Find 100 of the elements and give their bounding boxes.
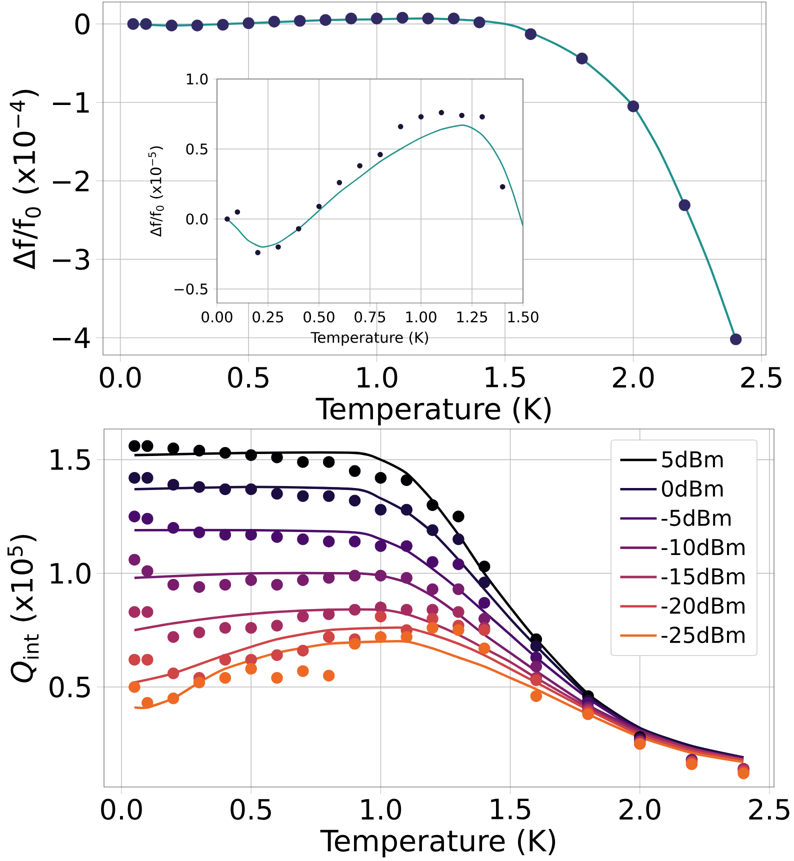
legend-label: -5dBm <box>662 509 731 526</box>
point <box>128 440 140 452</box>
point <box>294 14 306 27</box>
point <box>128 554 140 566</box>
point <box>452 510 464 522</box>
point <box>219 483 232 496</box>
point <box>374 540 387 552</box>
point <box>348 638 361 650</box>
x-tick-label: 0.50 <box>304 311 334 322</box>
point <box>245 449 257 462</box>
point <box>478 576 490 588</box>
point <box>348 465 361 477</box>
point <box>452 606 464 618</box>
point <box>245 528 257 541</box>
point <box>478 642 490 654</box>
point <box>297 644 309 656</box>
y-axis-title: Δf/f$_{0}$ (x10$^{−4}$) <box>10 90 41 270</box>
point <box>297 665 309 677</box>
point <box>255 250 260 256</box>
point <box>400 604 412 616</box>
point <box>297 533 309 546</box>
point <box>271 649 283 662</box>
point <box>400 540 412 552</box>
y-tick-label: 1.0 <box>50 562 90 584</box>
point <box>474 16 486 28</box>
x-axis-title: Temperature (K) <box>310 332 428 346</box>
x-tick-label: 2.0 <box>620 798 660 820</box>
point <box>336 180 342 186</box>
point <box>348 494 361 506</box>
y-tick-label: 0.0 <box>186 213 208 225</box>
point <box>271 620 283 632</box>
point <box>271 531 283 543</box>
point <box>448 12 460 24</box>
point <box>357 163 362 168</box>
point <box>400 572 412 584</box>
point <box>426 583 438 596</box>
y-tick-label: 0 <box>75 13 90 35</box>
point <box>374 504 387 516</box>
point <box>193 481 206 493</box>
point <box>345 12 358 24</box>
point <box>452 533 464 546</box>
x-axis-title: Temperature (K) <box>320 829 556 858</box>
point <box>452 624 464 636</box>
point <box>418 114 424 120</box>
point <box>374 472 387 484</box>
point <box>730 333 742 346</box>
y-tick-label: −4 <box>52 328 90 348</box>
point <box>530 690 542 702</box>
y-tick-label: −2 <box>52 170 88 192</box>
x-tick-label: 1.00 <box>406 311 436 322</box>
y-tick-label: 1.0 <box>186 73 208 85</box>
x-tick-label: 0.5 <box>228 366 268 388</box>
point <box>530 660 542 672</box>
legend-label: 5dBm <box>662 450 723 468</box>
x-tick-label: 0.25 <box>252 311 284 322</box>
point <box>128 472 140 484</box>
point <box>422 12 434 24</box>
point <box>530 640 542 652</box>
point <box>142 565 154 577</box>
legend-label: 0dBm <box>662 480 723 497</box>
point <box>142 512 154 525</box>
point <box>452 558 464 570</box>
point <box>378 152 383 158</box>
point <box>193 526 206 538</box>
point <box>271 488 283 500</box>
x-tick-label: 0.5 <box>230 798 271 820</box>
point <box>219 578 232 591</box>
point <box>582 708 594 720</box>
point <box>245 483 257 496</box>
point <box>167 692 180 704</box>
x-tick-label: 1.5 <box>486 366 525 388</box>
point <box>217 18 229 31</box>
x-tick-label: 2.5 <box>749 798 790 820</box>
y-axis-title: Q$_{int}$ (x10$^{5}$) <box>8 534 39 682</box>
point <box>400 474 412 486</box>
point <box>167 442 180 454</box>
point <box>167 522 180 534</box>
point <box>297 490 309 502</box>
point <box>142 606 154 618</box>
point <box>193 444 206 456</box>
point <box>128 654 140 666</box>
point <box>627 100 640 112</box>
point <box>268 16 280 28</box>
point <box>242 17 254 30</box>
legend-label: -15dBm <box>662 568 744 585</box>
point <box>686 758 698 770</box>
point <box>191 20 204 32</box>
y-axis-title: Δf/f$_{0}$ (x10$^{−5}$) <box>148 146 164 237</box>
point <box>426 499 438 512</box>
y-tick-label: −3 <box>52 248 90 270</box>
point <box>374 631 387 643</box>
point <box>452 583 464 596</box>
y-tick-label: −1 <box>52 92 89 113</box>
point <box>224 216 230 222</box>
point <box>297 456 309 468</box>
point <box>219 672 232 684</box>
point <box>276 244 281 250</box>
point <box>219 528 232 541</box>
point <box>322 670 335 682</box>
point <box>374 610 387 622</box>
